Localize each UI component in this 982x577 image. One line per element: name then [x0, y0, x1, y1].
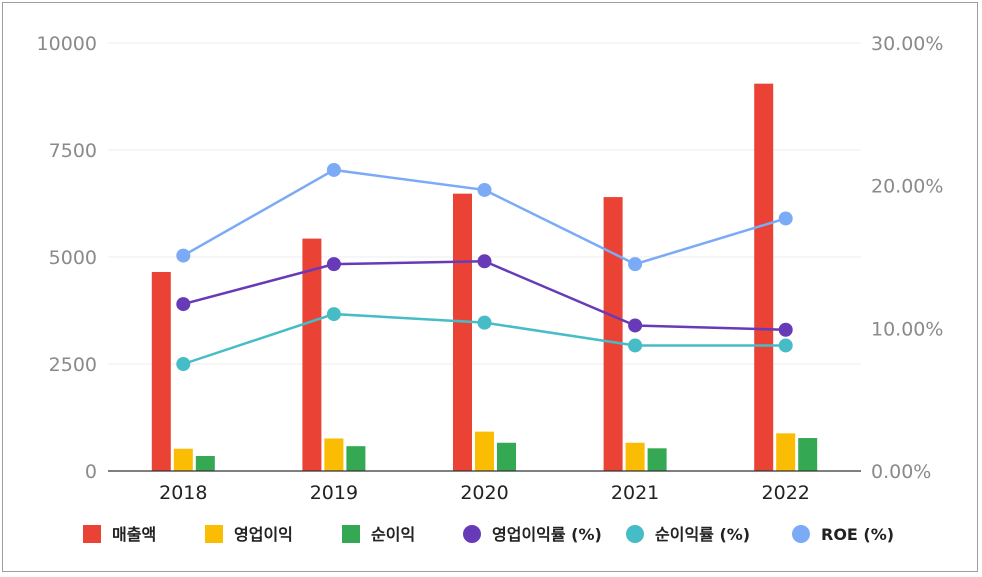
bar-1-2022	[776, 433, 796, 471]
x-tick-label: 2021	[611, 482, 659, 504]
gridlines	[108, 42, 861, 365]
x-tick-label: 2018	[159, 482, 207, 504]
legend-label: 순이익률 (%)	[655, 525, 750, 544]
left-tick-label: 2500	[49, 354, 97, 376]
legend-swatch	[463, 525, 481, 543]
left-tick-label: 7500	[49, 140, 97, 162]
legend: 매출액 영업이익 순이익 영업이익률 (%) 순이익률 (%) ROE (%)	[83, 525, 894, 544]
x-tick-label: 2019	[310, 482, 358, 504]
legend-label: 영업이익	[234, 525, 293, 544]
left-tick-label: 10000	[37, 33, 97, 55]
bar-1-2018	[173, 448, 193, 471]
bar-2-2020	[497, 442, 516, 471]
bar-2-2021	[647, 448, 667, 471]
legend-label: ROE (%)	[821, 525, 894, 544]
point-4-2018	[176, 357, 191, 371]
left-tick-label: 0	[85, 461, 97, 483]
bar-1-2021	[625, 442, 645, 471]
bar-series	[151, 83, 818, 471]
legend-swatch	[205, 525, 223, 543]
bar-0-2022	[754, 83, 774, 471]
bar-0-2018	[151, 271, 171, 471]
bar-0-2020	[453, 193, 472, 471]
legend-label: 매출액	[112, 525, 156, 544]
point-3-2022	[778, 322, 793, 337]
bar-2-2019	[346, 446, 366, 471]
bar-1-2020	[475, 431, 494, 471]
left-axis-ticks: 0 2500 5000 7500 10000	[37, 33, 97, 483]
point-5-2019	[326, 162, 341, 177]
point-3-2020	[477, 254, 492, 269]
point-4-2019	[326, 307, 341, 322]
point-5-2021	[628, 257, 643, 272]
bar-0-2021	[603, 197, 623, 471]
right-tick-label: 0.00%	[871, 461, 931, 483]
point-3-2018	[176, 297, 191, 312]
point-3-2019	[326, 257, 341, 272]
line-series	[176, 162, 793, 371]
legend-swatch	[342, 525, 360, 543]
left-tick-label: 5000	[49, 247, 97, 269]
bar-2-2022	[798, 438, 818, 471]
point-4-2022	[778, 338, 793, 353]
point-5-2022	[778, 211, 793, 226]
point-5-2020	[477, 182, 492, 197]
right-tick-label: 10.00%	[871, 318, 943, 340]
legend-swatch	[83, 525, 101, 543]
point-4-2020	[477, 315, 492, 330]
right-tick-label: 20.00%	[871, 176, 943, 198]
x-tick-label: 2020	[460, 482, 508, 504]
legend-label: 순이익	[371, 525, 415, 544]
bar-0-2019	[302, 238, 322, 471]
legend-swatch	[792, 525, 810, 543]
legend-swatch	[626, 525, 644, 543]
point-3-2021	[628, 318, 643, 333]
x-tick-label: 2022	[762, 482, 810, 504]
bar-1-2019	[324, 438, 344, 471]
right-tick-label: 30.00%	[871, 33, 943, 55]
bar-2-2018	[195, 456, 215, 471]
right-axis-ticks: 0.00% 10.00% 20.00% 30.00%	[871, 33, 943, 483]
point-4-2021	[628, 338, 643, 353]
combo-chart: 0 2500 5000 7500 10000 0.00% 10.00% 20.00% 30.0…	[37, 33, 944, 544]
legend-label: 영업이익률 (%)	[492, 525, 602, 544]
point-5-2018	[176, 248, 191, 263]
x-axis-ticks: 2018 2019 2020 2021 2022	[159, 482, 810, 504]
